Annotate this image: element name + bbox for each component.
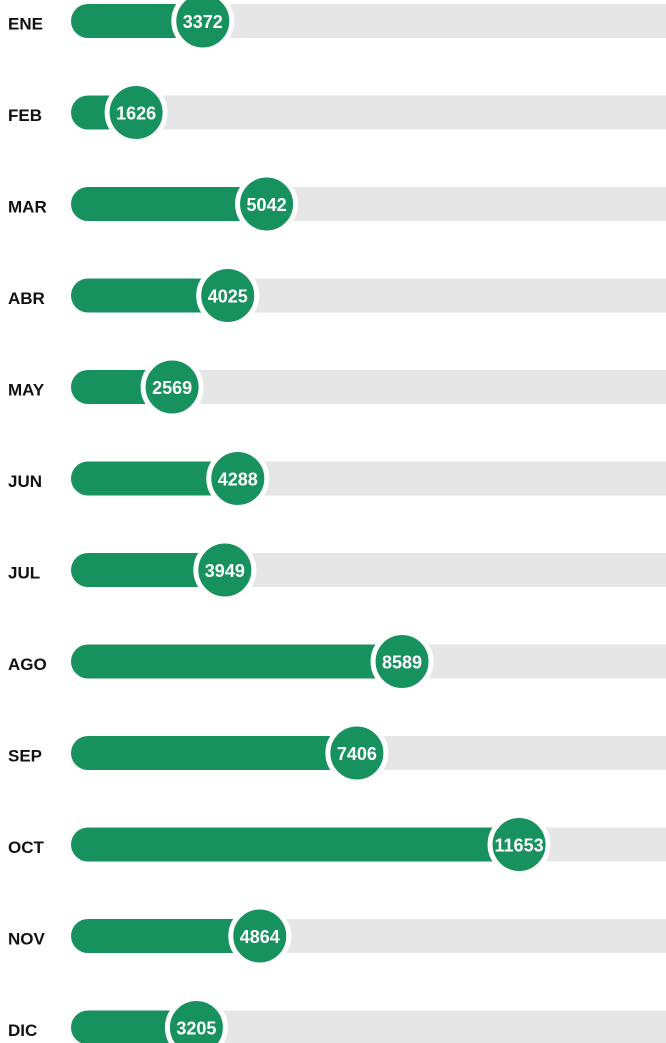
value-label: 3205 — [176, 1019, 216, 1039]
value-label: 11653 — [495, 836, 544, 856]
category-label: AGO — [8, 655, 47, 674]
category-label: NOV — [8, 930, 46, 949]
value-bubble — [487, 813, 551, 876]
category-label: MAY — [8, 381, 45, 400]
category-label: JUL — [8, 564, 40, 583]
value-label: 5042 — [247, 195, 287, 215]
value-bubble — [171, 0, 235, 53]
bar — [71, 736, 357, 770]
track — [71, 370, 666, 404]
category-label: FEB — [8, 106, 42, 125]
value-bubble — [228, 904, 292, 968]
value-label: 8589 — [382, 653, 422, 673]
value-bubble — [235, 172, 299, 236]
value-bubble — [325, 721, 389, 785]
category-label: MAR — [8, 198, 47, 217]
value-bubble — [164, 996, 228, 1043]
value-bubble — [104, 81, 168, 144]
bar — [71, 278, 228, 313]
bar — [71, 827, 520, 862]
value-label: 7406 — [337, 744, 377, 764]
value-label: 4864 — [240, 927, 280, 947]
category-label: ENE — [8, 15, 43, 34]
bar — [71, 1010, 197, 1043]
bar — [71, 187, 267, 221]
category-label: DIC — [8, 1021, 37, 1040]
category-label: SEP — [8, 747, 42, 766]
bar — [71, 553, 225, 587]
value-label: 3949 — [205, 561, 245, 581]
value-bubble — [140, 355, 204, 419]
value-bubble — [370, 630, 434, 693]
value-label: 4288 — [218, 470, 258, 490]
category-label: JUN — [8, 472, 42, 491]
category-label: OCT — [8, 838, 45, 857]
value-bubble — [206, 447, 270, 510]
value-label: 4025 — [208, 287, 248, 307]
value-label: 3372 — [183, 12, 223, 32]
bar — [71, 4, 203, 38]
value-bubble — [193, 538, 257, 602]
track — [71, 95, 666, 130]
bar — [71, 919, 260, 953]
bar — [71, 644, 403, 679]
bar — [71, 461, 238, 496]
category-label: ABR — [8, 289, 45, 308]
value-bubble — [196, 264, 260, 327]
value-label: 2569 — [152, 378, 192, 398]
value-label: 1626 — [116, 104, 156, 124]
